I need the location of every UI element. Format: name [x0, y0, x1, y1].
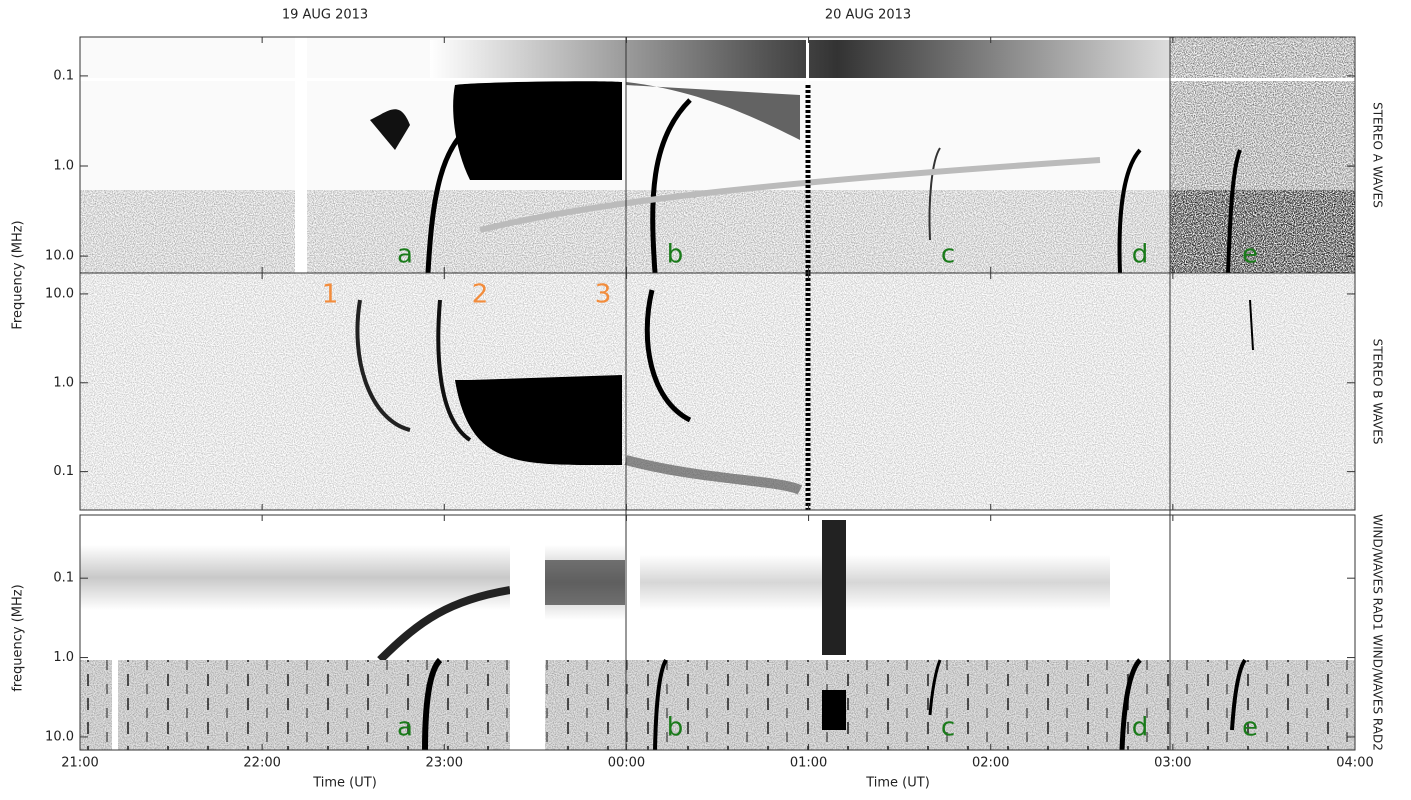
x-tick-label: 21:00 — [61, 756, 98, 771]
event-label: b — [667, 713, 684, 743]
date-label: 19 AUG 2013 — [282, 8, 368, 23]
x-axis-label: Time (UT) — [312, 776, 377, 791]
y-tick-label: 10.0 — [45, 286, 74, 301]
event-label: c — [941, 713, 955, 743]
x-tick-label: 00:00 — [608, 756, 645, 771]
event-label: d — [1132, 713, 1149, 743]
spectrogram-image — [80, 37, 1355, 751]
x-tick-label: 02:00 — [972, 756, 1009, 771]
y-tick-label: 1.0 — [53, 650, 74, 665]
y-tick-label: 10.0 — [45, 729, 74, 744]
event-label: 2 — [472, 280, 489, 310]
y-tick-label: 0.1 — [53, 571, 74, 586]
y-tick-label: 10.0 — [45, 249, 74, 264]
x-tick-label: 01:00 — [790, 756, 827, 771]
y-axis-label: Frequency (MHz) — [11, 220, 26, 329]
x-tick-label: 23:00 — [426, 756, 463, 771]
frames — [79, 36, 1356, 751]
y-tick-label: 0.1 — [53, 464, 74, 479]
event-label: d — [1132, 240, 1149, 270]
y-tick-label: 0.1 — [53, 68, 74, 83]
panel-label: STEREO A WAVES — [1371, 102, 1385, 208]
panel-label: WIND/WAVES RAD1 WIND/WAVES RAD2 — [1371, 514, 1385, 751]
x-tick-label: 04:00 — [1336, 756, 1373, 771]
y-tick-label: 1.0 — [53, 159, 74, 174]
event-label: b — [667, 240, 684, 270]
date-label: 20 AUG 2013 — [825, 8, 911, 23]
event-label: a — [397, 240, 413, 270]
y-tick-label: 1.0 — [53, 375, 74, 390]
event-label: e — [1242, 713, 1258, 743]
event-label: c — [941, 240, 955, 270]
event-label: e — [1242, 240, 1258, 270]
event-label: a — [397, 713, 413, 743]
event-label: 1 — [322, 280, 339, 310]
y-axis-label: frequency (MHz) — [11, 584, 26, 691]
x-axis-label: Time (UT) — [865, 776, 930, 791]
x-tick-label: 22:00 — [243, 756, 280, 771]
event-label: 3 — [595, 280, 612, 310]
panel-label: STEREO B WAVES — [1371, 339, 1385, 445]
x-tick-label: 03:00 — [1154, 756, 1191, 771]
